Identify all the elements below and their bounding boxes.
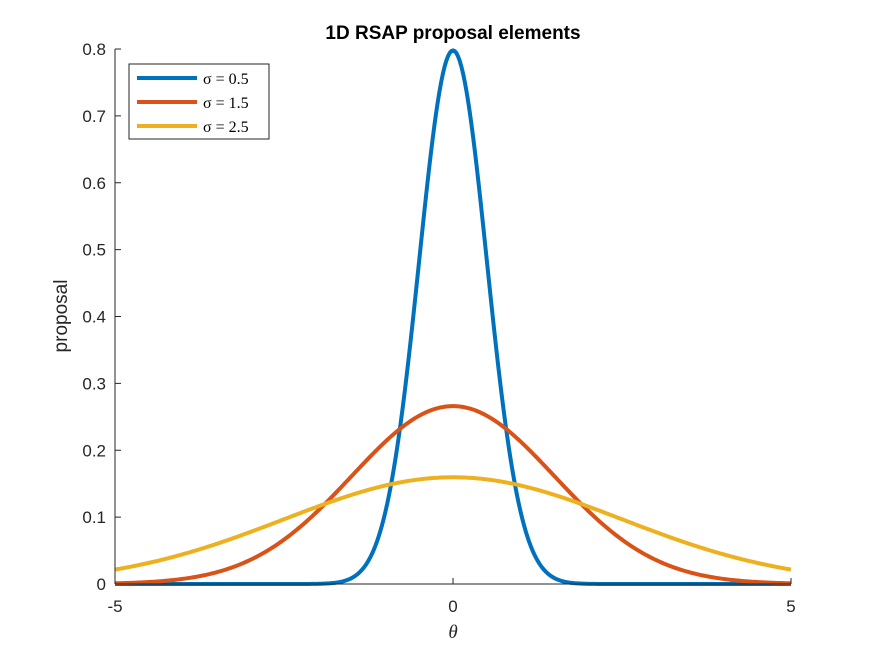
y-tick-label: 0.2 bbox=[82, 441, 106, 460]
y-ticks: 0 0.1 0.2 0.3 0.4 0.5 0.6 0.7 0.8 bbox=[82, 40, 121, 594]
y-tick-label: 0.3 bbox=[82, 374, 106, 393]
y-tick-label: 0.1 bbox=[82, 508, 106, 527]
series-line-sigma-2-5 bbox=[114, 475, 792, 572]
x-tick-label: 0 bbox=[448, 597, 457, 616]
x-tick-label: 5 bbox=[786, 597, 795, 616]
x-tick-label: -5 bbox=[107, 597, 122, 616]
y-tick-label: 0 bbox=[97, 575, 106, 594]
legend-entry-label: σ = 1.5 bbox=[203, 95, 249, 112]
plot-area: -5 0 5 00.10.20.30.40.50.60.70.8 bbox=[82, 40, 795, 616]
y-tick-label: 0.7 bbox=[82, 107, 106, 126]
legend: σ = 0.5 σ = 1.5 σ = 2.5 bbox=[128, 63, 270, 140]
x-axis-title: θ bbox=[448, 622, 457, 643]
chart-title: 1D RSAP proposal elements bbox=[325, 23, 580, 44]
x-ticks: -5 0 5 bbox=[107, 578, 796, 616]
series-line-sigma-1-5 bbox=[114, 404, 792, 586]
y-tick-label: 0.5 bbox=[82, 241, 106, 260]
y-tick-label: 0.4 bbox=[82, 308, 106, 327]
y-tick-label: 0.8 bbox=[82, 40, 106, 59]
legend-entry-label: σ = 2.5 bbox=[203, 119, 249, 136]
y-axis-title: proposal bbox=[51, 280, 72, 353]
y-tick-label: 0.6 bbox=[82, 174, 106, 193]
legend-entry-label: σ = 0.5 bbox=[203, 71, 249, 88]
